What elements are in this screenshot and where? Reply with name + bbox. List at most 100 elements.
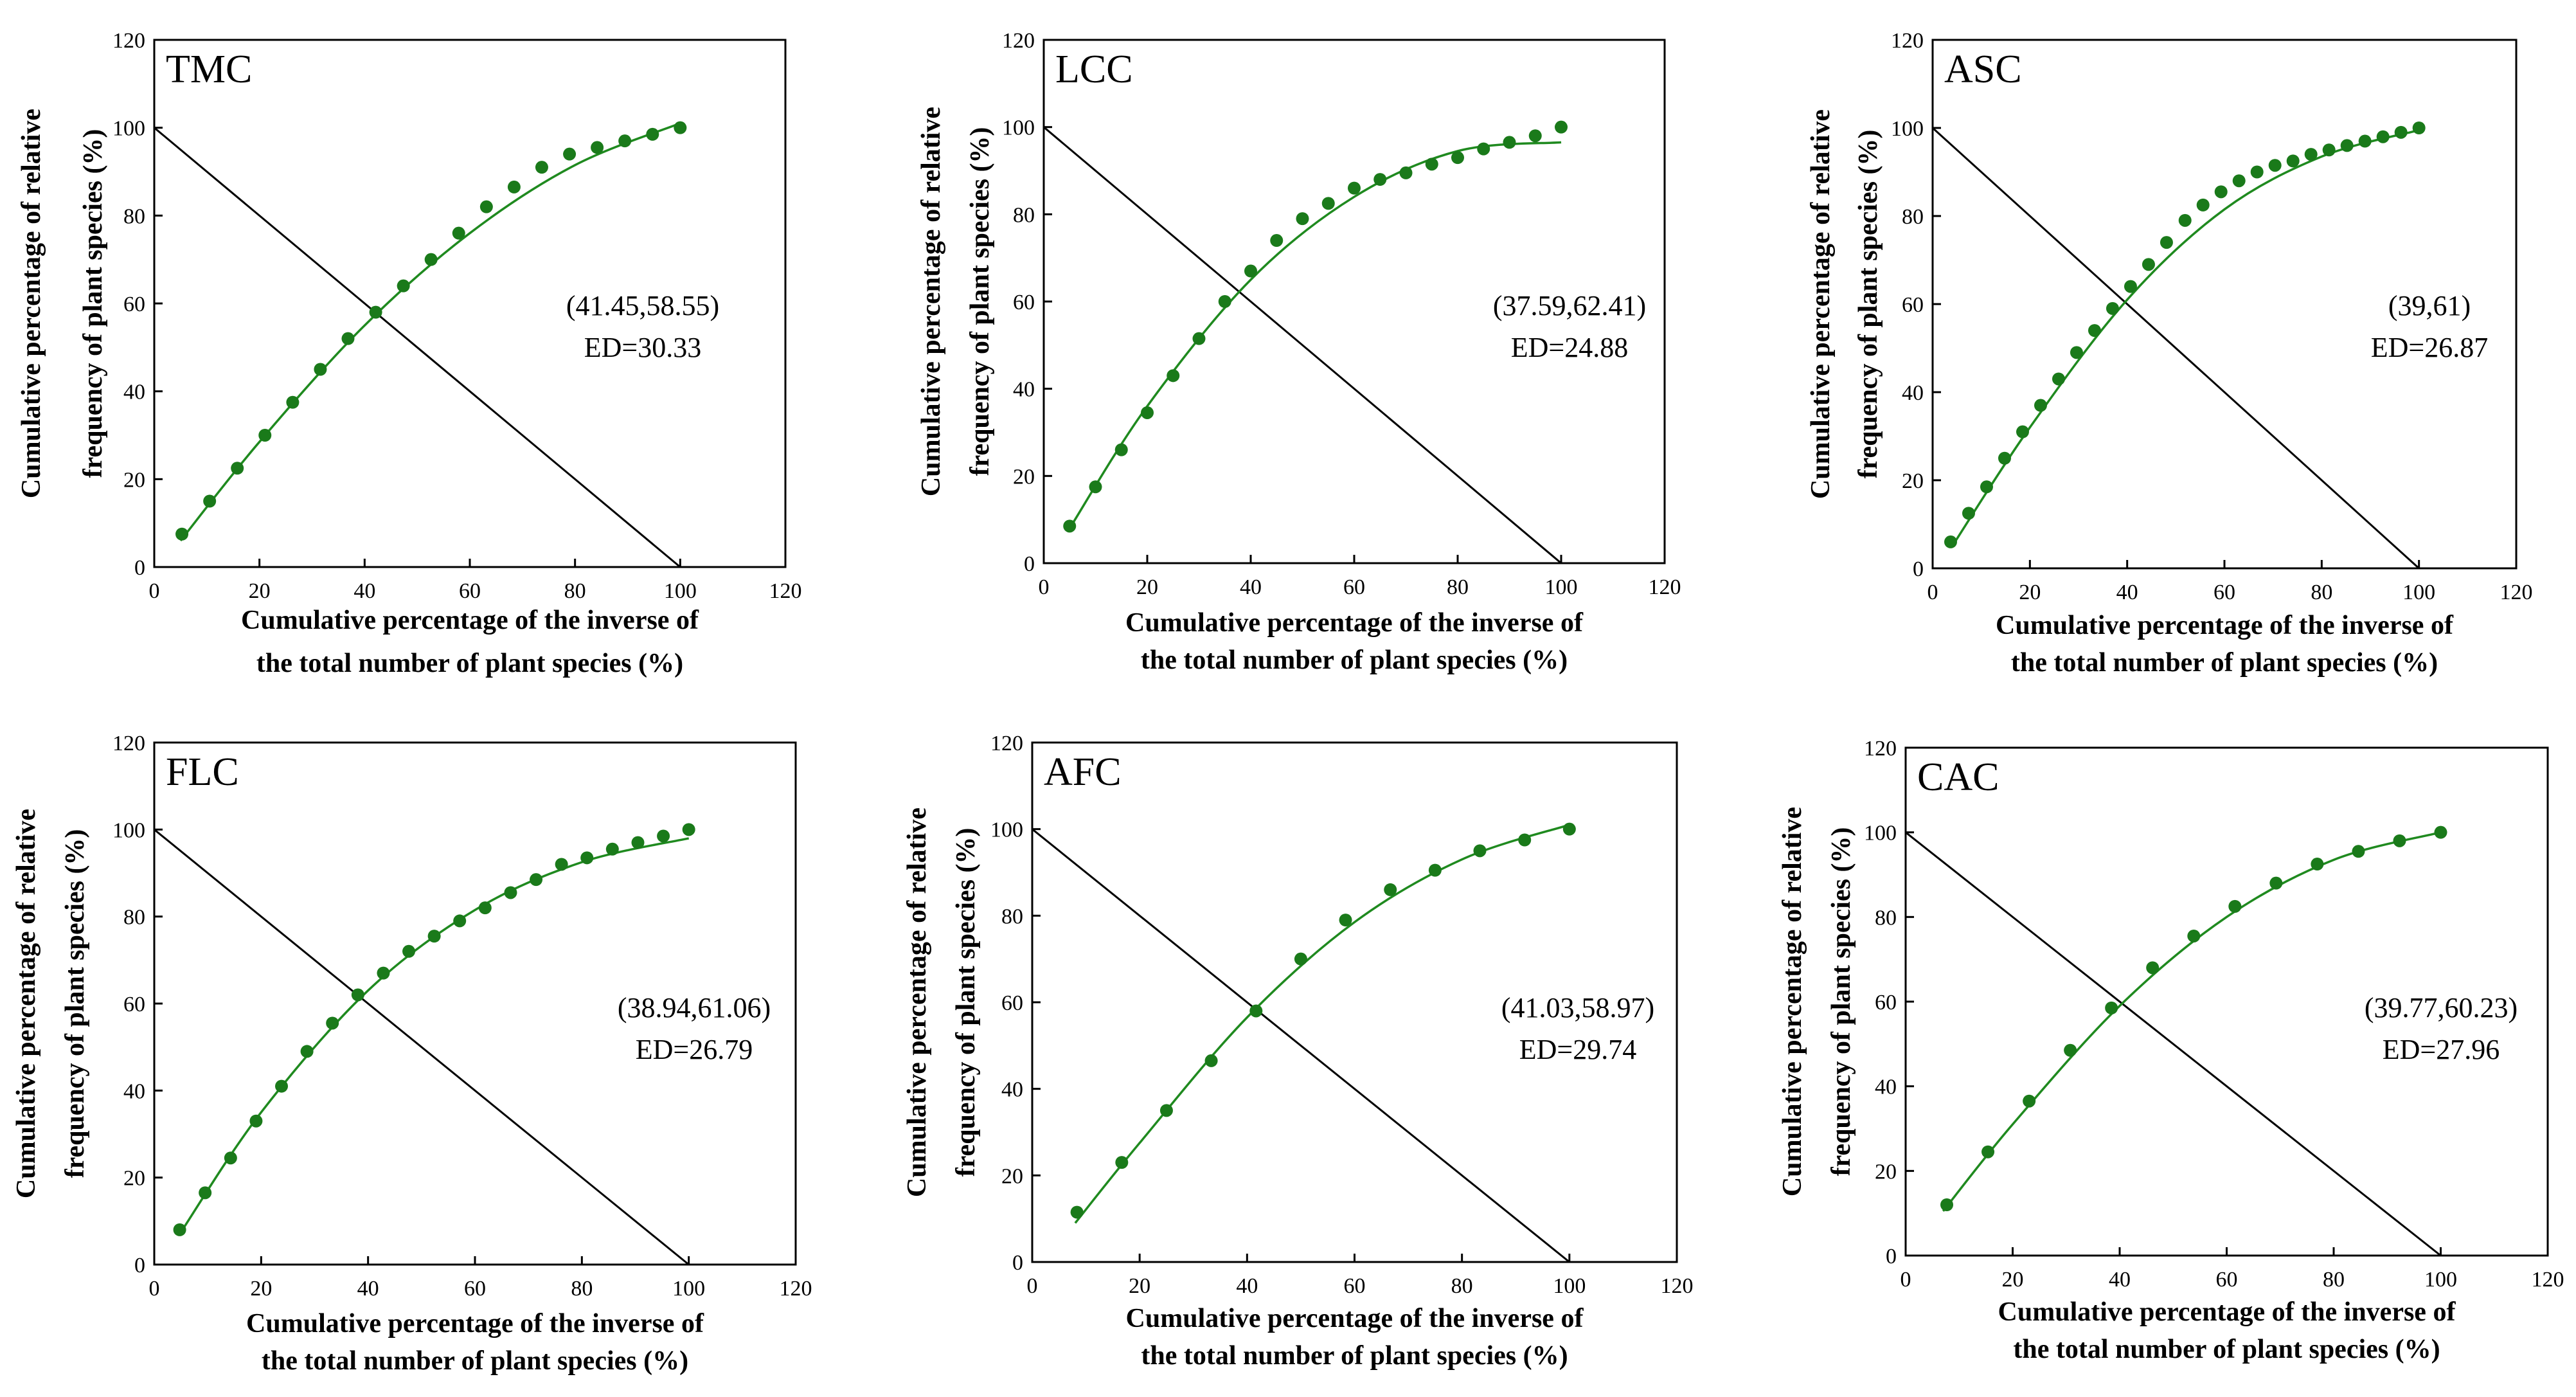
- data-point: [530, 873, 543, 887]
- data-point: [1321, 197, 1335, 210]
- data-point: [1473, 844, 1487, 858]
- x-tick-label: 0: [149, 1277, 160, 1301]
- data-point: [1981, 1145, 1995, 1158]
- x-tick-label: 120: [780, 1277, 812, 1301]
- intersection-point-label: (38.94,61.06): [618, 992, 771, 1023]
- ed-value-label: ED=24.88: [1511, 332, 1628, 363]
- x-tick-label: 0: [149, 579, 160, 603]
- panel-title: ASC: [1944, 48, 2022, 91]
- data-point: [2269, 876, 2283, 890]
- data-point: [591, 141, 604, 154]
- data-point: [1089, 480, 1102, 494]
- data-point: [2052, 372, 2065, 386]
- data-point: [2142, 258, 2155, 271]
- data-point: [452, 226, 465, 240]
- panel-title: AFC: [1044, 750, 1122, 794]
- x-axis-label-line2: the total number of plant species (%): [2013, 1335, 2440, 1364]
- x-axis-label-line2: the total number of plant species (%): [256, 649, 683, 678]
- data-point: [427, 930, 441, 943]
- y-tick-label: 40: [1902, 381, 1924, 405]
- data-point: [605, 842, 619, 856]
- data-point: [2232, 174, 2246, 188]
- data-point: [2034, 399, 2047, 412]
- data-point: [224, 1151, 237, 1165]
- intersection-point-label: (37.59,62.41): [1493, 290, 1646, 321]
- x-tick-label: 0: [1928, 581, 1938, 604]
- data-point: [535, 161, 548, 174]
- data-point: [1159, 1104, 1173, 1117]
- data-point: [1070, 1205, 1084, 1219]
- data-point: [1962, 507, 1975, 520]
- data-point: [1063, 519, 1077, 533]
- data-point: [478, 901, 492, 915]
- data-point: [369, 305, 382, 319]
- chart-panel-cac: 0 20 40 60 80 100 120 0 20 40 60 80 100 120 CAC (39.77,…: [1778, 737, 2564, 1364]
- data-point: [1270, 234, 1284, 248]
- y-axis-label-line1: Cumulative percentage of relative: [17, 109, 46, 498]
- data-point: [1348, 181, 1361, 195]
- data-point: [2023, 1094, 2036, 1108]
- x-tick-label: 20: [250, 1277, 272, 1301]
- data-point: [258, 429, 272, 442]
- reference-line: [154, 829, 690, 1266]
- x-tick-label: 80: [1447, 575, 1469, 599]
- y-tick-label: 20: [123, 1167, 145, 1191]
- x-tick-label: 20: [2002, 1268, 2024, 1292]
- y-tick-label: 20: [1902, 469, 1924, 493]
- data-point: [1249, 1004, 1263, 1018]
- y-tick-label: 40: [123, 381, 145, 404]
- x-tick-label: 120: [2500, 581, 2533, 604]
- data-point: [377, 966, 390, 980]
- x-tick-label: 40: [2109, 1268, 2131, 1292]
- y-tick-label: 0: [134, 1254, 145, 1277]
- data-point: [2394, 125, 2408, 139]
- data-point: [1115, 1156, 1129, 1169]
- chart-panel-afc: 0 20 40 60 80 100 120 0 20 40 60 80 100 120 AFC (41.03,…: [902, 732, 1694, 1371]
- x-tick-label: 40: [1236, 1274, 1258, 1298]
- data-point: [286, 395, 300, 409]
- data-point: [1562, 822, 1576, 836]
- data-point: [2064, 1043, 2077, 1057]
- data-point: [618, 134, 632, 148]
- x-tick-label: 60: [2216, 1268, 2238, 1292]
- data-point: [2124, 280, 2137, 293]
- data-point: [2434, 825, 2447, 839]
- y-tick-label: 100: [1002, 116, 1035, 140]
- ed-value-label: ED=30.33: [584, 332, 701, 363]
- y-tick-label: 80: [1001, 905, 1023, 928]
- data-point: [2358, 134, 2372, 148]
- data-point: [2393, 834, 2406, 847]
- ed-value-label: ED=26.87: [2371, 332, 2488, 363]
- data-point: [1518, 833, 1532, 847]
- x-tick-label: 120: [1661, 1274, 1694, 1298]
- data-point: [203, 494, 217, 508]
- data-point: [453, 914, 467, 928]
- y-tick-label: 60: [123, 293, 145, 316]
- y-tick-label: 120: [112, 732, 145, 755]
- x-axis-label-line1: Cumulative percentage of the inverse of: [1125, 608, 1584, 638]
- data-point: [1294, 952, 1307, 966]
- data-point: [1141, 406, 1154, 419]
- y-tick-label: 60: [1001, 991, 1023, 1015]
- data-point: [397, 279, 410, 293]
- ed-value-label: ED=27.96: [2383, 1034, 2500, 1065]
- data-point: [2304, 148, 2318, 161]
- x-tick-label: 60: [464, 1277, 486, 1301]
- x-tick-label: 20: [1136, 575, 1158, 599]
- x-tick-label: 20: [249, 579, 271, 603]
- data-point: [2146, 961, 2160, 975]
- x-tick-label: 120: [2532, 1268, 2564, 1292]
- data-point: [1940, 1198, 1954, 1211]
- fit-curve: [1074, 824, 1570, 1224]
- data-point: [1192, 332, 1206, 345]
- x-tick-label: 60: [1344, 1274, 1366, 1298]
- fit-curve: [180, 837, 690, 1233]
- data-point: [1998, 451, 2011, 465]
- data-point: [2070, 346, 2083, 359]
- data-point: [2340, 139, 2354, 152]
- data-point: [1373, 173, 1387, 186]
- data-point: [424, 253, 438, 266]
- data-point: [682, 823, 695, 836]
- data-point: [1428, 863, 1442, 877]
